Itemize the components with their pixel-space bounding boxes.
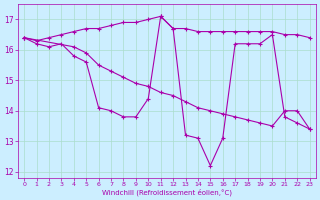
X-axis label: Windchill (Refroidissement éolien,°C): Windchill (Refroidissement éolien,°C): [102, 188, 232, 196]
